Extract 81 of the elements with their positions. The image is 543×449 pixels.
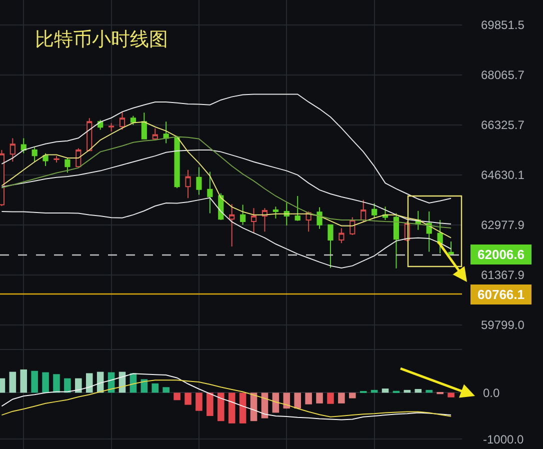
bar (152, 383, 159, 393)
bar (31, 370, 38, 393)
bar (20, 369, 28, 393)
bar (294, 392, 301, 409)
candlestick (42, 152, 48, 167)
bar (327, 392, 334, 404)
y-tick-label: 69851.5 (481, 18, 525, 32)
line-series (1, 373, 452, 420)
bar (283, 392, 290, 409)
candlestick (108, 122, 114, 132)
candlestick (130, 115, 136, 126)
line-series (1, 121, 452, 238)
line-series (1, 380, 452, 418)
candlestick (20, 138, 26, 154)
candlestick (272, 206, 278, 219)
y-tick-label: 61367.9 (481, 268, 525, 282)
bar (414, 389, 422, 393)
candlestick (372, 202, 378, 219)
candlestick (185, 169, 191, 199)
candlestick (141, 112, 147, 140)
candlestick (316, 206, 322, 230)
candlestick (86, 118, 92, 152)
candlestick (163, 121, 169, 144)
candlestick (393, 212, 400, 269)
ref-line-label: 60766.1 (478, 287, 524, 302)
y-tick-label: 64630.1 (481, 168, 525, 182)
candlestick (426, 210, 432, 252)
bar (217, 392, 224, 422)
y-tick-label: 66325.7 (481, 118, 525, 132)
candlestick (152, 128, 158, 141)
candlestick (10, 138, 16, 162)
line-series (1, 136, 452, 228)
candlestick (119, 110, 126, 130)
candlestick (448, 241, 454, 256)
line-series (1, 197, 452, 269)
bar (206, 392, 214, 416)
bar (64, 378, 71, 393)
bar (53, 374, 60, 393)
bar (426, 390, 433, 393)
candlestick (437, 220, 443, 254)
bar (196, 392, 202, 411)
candlestick (196, 166, 202, 196)
bar (228, 392, 236, 424)
line-series (1, 94, 452, 204)
candlestick (360, 199, 366, 222)
candlestick (32, 146, 38, 162)
candlestick (174, 135, 180, 189)
bar (349, 392, 356, 398)
bar (272, 392, 280, 413)
bar (261, 392, 268, 418)
bar (174, 392, 180, 400)
y-tick-label: 62977.9 (481, 218, 525, 232)
text: 比特币小时线图 (35, 28, 168, 51)
bar (9, 372, 16, 393)
bar (382, 388, 389, 393)
y-tick-label: 59799.0 (481, 318, 525, 332)
bar (75, 378, 82, 393)
candlestick (229, 204, 235, 247)
candlestick (240, 204, 246, 226)
bar (239, 392, 246, 424)
line-series (1, 150, 452, 224)
bar (305, 392, 312, 404)
candlestick (207, 171, 213, 214)
candlestick (54, 155, 60, 163)
bar (316, 392, 323, 404)
bar (86, 373, 93, 393)
candlestick (262, 208, 268, 232)
bar (162, 387, 170, 393)
bar (42, 372, 49, 393)
y-tick-label: 68065.7 (481, 68, 525, 82)
bar (338, 392, 345, 404)
y-tick-label: -1000.0 (483, 432, 524, 446)
candlestick (328, 224, 334, 269)
candlestick (294, 196, 300, 222)
bar (448, 392, 454, 398)
bar (184, 392, 192, 405)
ref-line-label: 62006.6 (478, 247, 524, 262)
candlestick (64, 158, 70, 174)
candlestick (250, 208, 257, 234)
candlestick (338, 228, 344, 244)
y-tick-label: 0.0 (483, 386, 500, 400)
